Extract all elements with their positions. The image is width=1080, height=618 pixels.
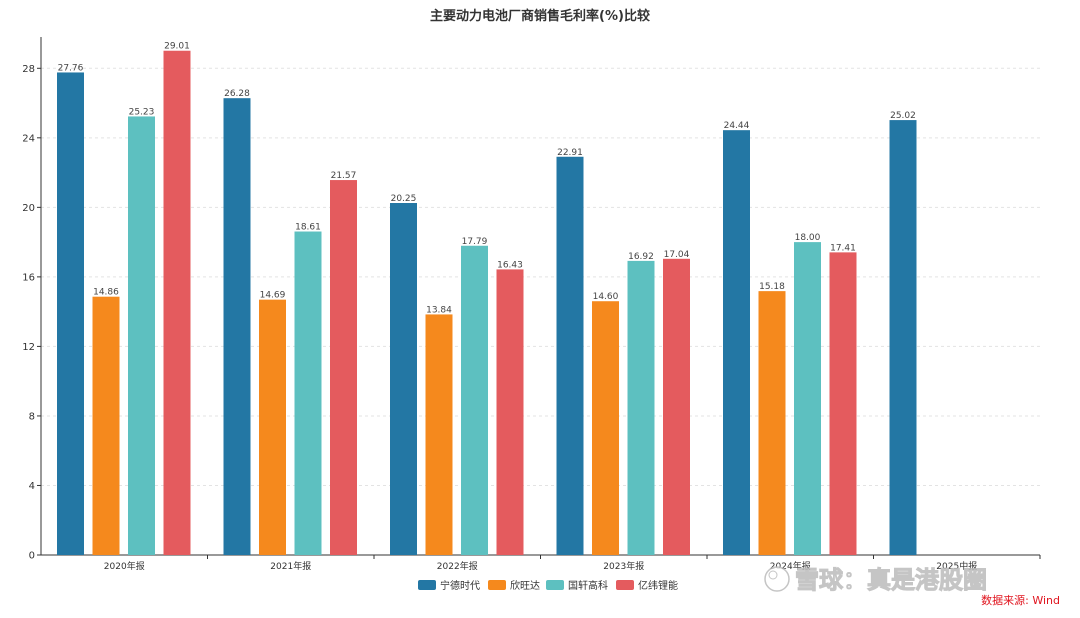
data-label: 24.44 (724, 121, 750, 131)
data-label: 25.02 (890, 111, 916, 121)
data-label: 14.86 (93, 288, 119, 298)
data-label: 20.25 (391, 194, 417, 204)
data-label: 25.23 (129, 107, 155, 117)
bars (57, 50, 917, 556)
bar (663, 258, 690, 555)
y-tick-label: 20 (22, 203, 35, 214)
bar (758, 291, 786, 555)
x-tick-label: 2020年报 (104, 560, 145, 572)
bar (723, 130, 750, 555)
data-label: 14.60 (593, 292, 619, 302)
bar (128, 116, 155, 555)
data-label: 17.04 (664, 250, 690, 260)
bar (57, 72, 84, 556)
bar (556, 156, 584, 555)
axes: 0 4 8 12 16 20 24 28 2020年报 2021年报 2022年报 2023年报 202… (22, 37, 1041, 572)
grid-lines (41, 67, 1040, 486)
data-source-note: 数据来源: Wind (981, 593, 1060, 607)
legend-swatch (418, 580, 436, 590)
y-tick-label: 16 (22, 272, 35, 283)
bar (92, 296, 120, 555)
data-label: 14.69 (260, 291, 286, 301)
data-labels: 27.76 14.86 25.23 29.01 26.28 14.69 18.61 21.57… (58, 42, 916, 316)
y-tick-label: 28 (22, 64, 35, 75)
data-label: 21.57 (331, 171, 357, 181)
bar (461, 245, 488, 555)
chart-title: 主要动力电池厂商销售毛利率(%)比较 (430, 8, 650, 24)
legend-label: 亿纬锂能 (638, 579, 678, 592)
bar (390, 203, 417, 555)
y-tick-label: 4 (29, 481, 35, 492)
legend-swatch (488, 580, 506, 590)
bar (496, 269, 524, 555)
x-tick-label: 2021年报 (270, 560, 311, 572)
x-tick-label: 2022年报 (437, 560, 478, 572)
y-tick-label: 24 (22, 133, 35, 144)
bar (163, 50, 191, 556)
bar (829, 252, 857, 555)
legend: 宁德时代 欣旺达 国轩高科 亿纬锂能 (418, 579, 678, 592)
legend-label: 国轩高科 (568, 579, 608, 592)
bar (330, 180, 357, 555)
data-label: 16.92 (628, 252, 654, 262)
legend-label: 欣旺达 (510, 579, 540, 592)
legend-swatch (616, 580, 634, 590)
data-label: 18.61 (295, 223, 321, 233)
data-label: 16.43 (497, 260, 523, 270)
legend-swatch (546, 580, 564, 590)
y-tick-label: 0 (29, 551, 35, 562)
y-tick-label: 8 (29, 411, 35, 422)
bar (294, 231, 322, 555)
bar (627, 260, 655, 555)
data-label: 27.76 (58, 63, 84, 73)
watermark-text: 雪球：真是港股圈 (795, 566, 987, 594)
y-tick-label: 12 (22, 342, 35, 353)
bar (592, 301, 619, 555)
bar (425, 314, 453, 555)
data-label: 17.79 (462, 237, 488, 247)
data-label: 29.01 (164, 42, 190, 52)
data-label: 15.18 (759, 282, 785, 292)
data-label: 17.41 (830, 243, 856, 253)
data-label: 13.84 (426, 305, 452, 315)
data-label: 18.00 (795, 233, 821, 243)
bar (223, 98, 251, 555)
legend-label: 宁德时代 (440, 579, 480, 592)
data-label: 22.91 (557, 148, 583, 158)
data-label: 26.28 (224, 89, 250, 99)
x-tick-label: 2025中报 (936, 560, 977, 572)
bar (889, 120, 917, 555)
bar (794, 242, 821, 556)
x-tick-label: 2023年报 (603, 560, 644, 572)
bar (259, 299, 286, 555)
watermark: 雪球：真是港股圈 (764, 566, 988, 595)
